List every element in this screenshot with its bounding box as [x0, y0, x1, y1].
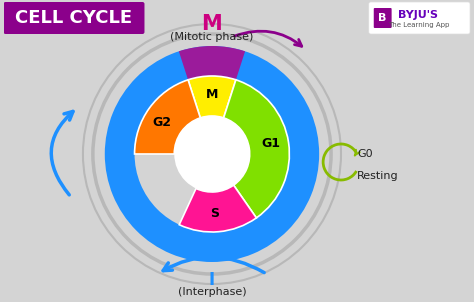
Wedge shape — [179, 46, 245, 80]
FancyBboxPatch shape — [369, 2, 470, 34]
Text: I: I — [209, 271, 215, 289]
Text: The Learning App: The Learning App — [388, 22, 449, 28]
FancyBboxPatch shape — [3, 2, 145, 34]
Text: Resting: Resting — [357, 171, 399, 181]
Text: (Mitotic phase): (Mitotic phase) — [170, 32, 254, 42]
Text: B: B — [379, 13, 387, 23]
Circle shape — [174, 116, 250, 192]
Text: (Interphase): (Interphase) — [178, 287, 246, 297]
Wedge shape — [105, 46, 319, 262]
Text: M: M — [201, 14, 222, 34]
Text: G2: G2 — [152, 116, 171, 129]
Text: G1: G1 — [261, 137, 280, 150]
Wedge shape — [135, 80, 201, 154]
Text: CELL CYCLE: CELL CYCLE — [16, 9, 133, 27]
Wedge shape — [224, 80, 290, 218]
Text: BYJU'S: BYJU'S — [399, 10, 438, 20]
Wedge shape — [188, 76, 236, 118]
Wedge shape — [179, 185, 256, 232]
Text: M: M — [206, 88, 218, 101]
Text: S: S — [210, 207, 219, 220]
FancyBboxPatch shape — [374, 8, 392, 28]
Text: G0: G0 — [357, 149, 373, 159]
